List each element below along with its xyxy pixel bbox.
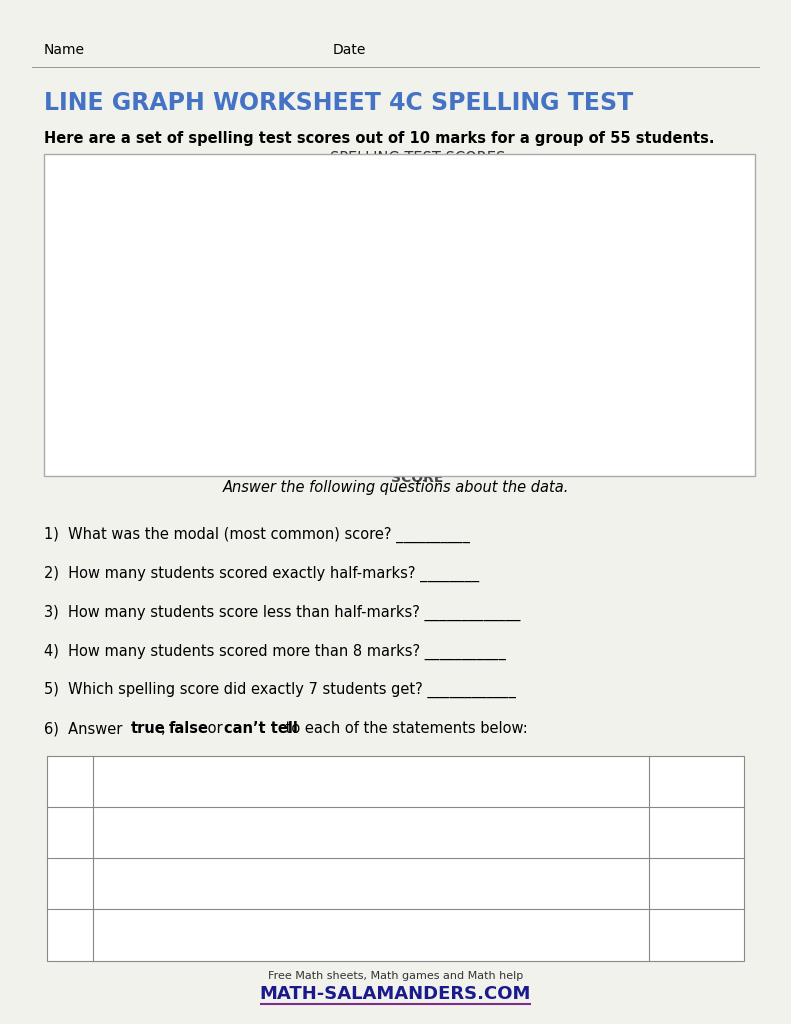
Text: d): d) — [63, 932, 78, 946]
Text: b): b) — [63, 829, 78, 844]
Text: LINE GRAPH WORKSHEET 4C SPELLING TEST: LINE GRAPH WORKSHEET 4C SPELLING TEST — [44, 90, 633, 115]
Text: a): a) — [63, 778, 78, 793]
Text: Free Math sheets, Math games and Math help: Free Math sheets, Math games and Math he… — [268, 971, 523, 981]
Text: true: true — [131, 721, 165, 736]
Text: false: false — [168, 721, 209, 736]
Text: c): c) — [63, 881, 78, 895]
Text: 2)  How many students scored exactly half-marks? ________: 2) How many students scored exactly half… — [44, 565, 479, 582]
Text: ,: , — [161, 721, 170, 736]
Text: 5)  Which spelling score did exactly 7 students get? ____________: 5) Which spelling score did exactly 7 st… — [44, 682, 516, 698]
X-axis label: SCORE: SCORE — [391, 471, 444, 485]
Text: 3)  How many students score less than half-marks? _____________: 3) How many students score less than hal… — [44, 604, 520, 621]
Text: MATH-SALAMANDERS.COM: MATH-SALAMANDERS.COM — [259, 985, 532, 1004]
Text: Here are a set of spelling test scores out of 10 marks for a group of 55 student: Here are a set of spelling test scores o… — [44, 131, 714, 146]
Text: to each of the statements below:: to each of the statements below: — [281, 721, 528, 736]
Text: Answer the following questions about the data.: Answer the following questions about the… — [222, 479, 569, 495]
Y-axis label: NUMBER OF STUDENTS: NUMBER OF STUDENTS — [52, 242, 62, 378]
Text: Name: Name — [44, 43, 85, 57]
Text: The range of the student’s scores is 10 marks.: The range of the student’s scores is 10 … — [103, 778, 445, 793]
Text: A fifth of the students scored 7 marks.: A fifth of the students scored 7 marks. — [103, 932, 385, 946]
Title: SPELLING TEST SCORES: SPELLING TEST SCORES — [330, 151, 505, 166]
Text: 6)  Answer: 6) Answer — [44, 721, 127, 736]
Text: 4)  How many students scored more than 8 marks? ___________: 4) How many students scored more than 8 … — [44, 643, 505, 659]
Text: The students in the class are good at spelling for their age.: The students in the class are good at sp… — [103, 881, 538, 895]
Text: can’t tell: can’t tell — [224, 721, 297, 736]
Text: 1)  What was the modal (most common) score? __________: 1) What was the modal (most common) scor… — [44, 526, 469, 543]
Text: or: or — [203, 721, 228, 736]
Text: Date: Date — [332, 43, 365, 57]
Text: More than half the students scored 7 marks or above.: More than half the students scored 7 mar… — [103, 829, 498, 844]
